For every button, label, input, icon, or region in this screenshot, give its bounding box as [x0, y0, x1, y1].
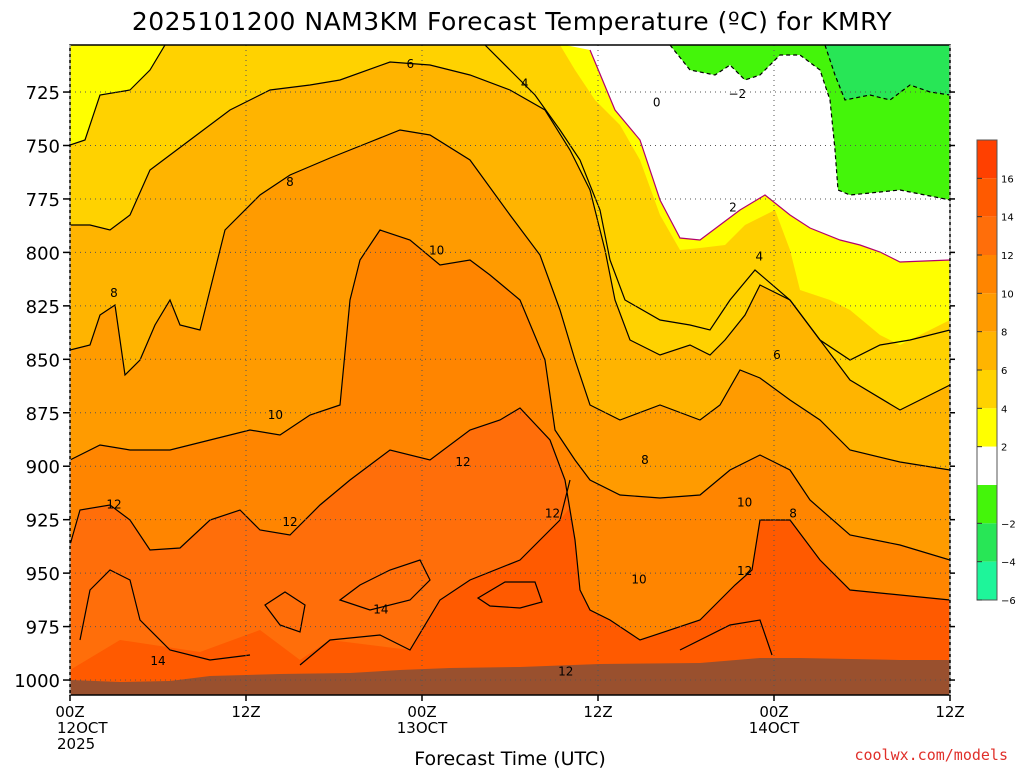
- contour-12-right: [679, 619, 773, 656]
- contour-10: [70, 229, 950, 561]
- y-tick-label: 925: [26, 511, 60, 532]
- contour-label: 12: [558, 664, 573, 678]
- contour-label: 2: [729, 201, 737, 215]
- contour-lines: [70, 45, 950, 666]
- x-tick-label: 12OCT: [57, 719, 108, 737]
- contour-14-blob: [338, 559, 431, 611]
- x-tick-label: 00Z: [759, 703, 788, 721]
- contour-8: [70, 129, 950, 471]
- colorbar-tick-label: −6: [1001, 596, 1016, 607]
- y-tick-label: 800: [26, 243, 60, 264]
- y-tick-label: 850: [26, 350, 60, 371]
- colorbar-swatch: [977, 140, 997, 179]
- contour-6: [70, 61, 950, 411]
- y-tick-label: 950: [26, 564, 60, 585]
- x-tick-label: 12Z: [231, 703, 260, 721]
- terrain-below-ground: [70, 658, 950, 695]
- x-tick-label: 00Z: [55, 703, 84, 721]
- contour-label: 12: [545, 506, 560, 520]
- colorbar-tick-label: 10: [1001, 289, 1014, 300]
- contour-14-blob2: [264, 591, 306, 633]
- colorbar-swatch: [977, 408, 997, 447]
- colorbar-tick-label: 6: [1001, 366, 1007, 377]
- colorbar: 16 14 12 10 8 6 4 2 −2 −4 −6: [976, 139, 1016, 607]
- x-tick-label: 14OCT: [749, 719, 800, 737]
- colorbar-tick-label: −4: [1001, 558, 1016, 569]
- colorbar-tick-label: 4: [1001, 404, 1007, 415]
- contour-label: 6: [406, 57, 414, 71]
- contour-label: −2: [728, 87, 746, 101]
- contour-label: 14: [373, 602, 388, 616]
- x-axis-title: Forecast Time (UTC): [414, 748, 605, 768]
- y-tick-label: 725: [26, 83, 60, 104]
- contour-label: 6: [773, 348, 781, 362]
- y-tick-label: 750: [26, 136, 60, 157]
- x-tick-label: 2025: [57, 735, 95, 753]
- colorbar-tick-label: −2: [1001, 519, 1016, 530]
- colorbar-swatch: [977, 485, 997, 524]
- contour-label: 10: [737, 496, 752, 510]
- y-tick-label: 775: [26, 190, 60, 211]
- contour-label: 10: [268, 408, 283, 422]
- contour-label: 0: [653, 96, 661, 110]
- band-neg6-neg4: [825, 45, 950, 100]
- contour-label: 12: [282, 515, 297, 529]
- temperature-field: [70, 45, 950, 695]
- contour-neg2: [669, 45, 950, 201]
- colorbar-tick-label: 8: [1001, 328, 1007, 339]
- contour-12: [70, 407, 950, 641]
- contour-10-blob: [476, 581, 543, 609]
- contour-4-upper: [484, 45, 950, 361]
- colorbar-tick-label: 16: [1001, 174, 1014, 185]
- colorbar-swatch: [977, 561, 997, 600]
- y-tick-label: 875: [26, 404, 60, 425]
- x-tick-label: 12Z: [935, 703, 964, 721]
- contour-labels: 6 4 0 −2 8 2 10 4 8 6 10 12 8 12 12 12 10 8 10 12 14 14 12: [106, 57, 797, 678]
- colorbar-tick-label: 2: [1001, 443, 1007, 454]
- grid-lines: [69, 45, 951, 695]
- contour-label: 8: [110, 286, 118, 300]
- y-tick-label: 1000: [14, 671, 60, 692]
- colorbar-swatch: [977, 446, 997, 485]
- contour-label: 12: [737, 564, 752, 578]
- colorbar-swatch: [977, 178, 997, 217]
- chart-title: 2025101200 NAM3KM Forecast Temperature (…: [132, 7, 892, 36]
- x-tick-label: 00Z: [407, 703, 436, 721]
- colorbar-swatch: [977, 370, 997, 409]
- colorbar-tick-label: 12: [1001, 251, 1014, 262]
- contour-label: 8: [789, 506, 797, 520]
- contour-label: 8: [286, 175, 294, 189]
- y-axis: 725 750 775 800 825 850 875 900 925 950 975 1000: [14, 83, 955, 692]
- colorbar-tick-label: 14: [1001, 213, 1014, 224]
- y-tick-label: 900: [26, 457, 60, 478]
- contour-label: 8: [641, 453, 649, 467]
- y-tick-label: 975: [26, 618, 60, 639]
- contour-12-lower: [299, 479, 571, 666]
- y-tick-label: 825: [26, 297, 60, 318]
- credit-text: coolwx.com/models: [854, 746, 1008, 764]
- colorbar-swatch: [977, 293, 997, 332]
- contour-14: [79, 569, 251, 661]
- contour-label: 4: [756, 250, 764, 264]
- contour-label: 12: [455, 455, 470, 469]
- colorbar-swatch: [977, 331, 997, 370]
- contour-label: 12: [106, 498, 121, 512]
- x-tick-label: 13OCT: [397, 719, 448, 737]
- contour-label: 14: [150, 654, 165, 668]
- colorbar-swatch: [977, 216, 997, 255]
- contour-neg4: [824, 45, 950, 101]
- contour-label: 10: [429, 243, 444, 257]
- contour-label: 4: [521, 76, 529, 90]
- colorbar-swatch: [977, 255, 997, 294]
- colorbar-swatch: [977, 523, 997, 562]
- x-tick-label: 12Z: [583, 703, 612, 721]
- contour-label: 10: [631, 573, 646, 587]
- contour-zero: [589, 49, 950, 263]
